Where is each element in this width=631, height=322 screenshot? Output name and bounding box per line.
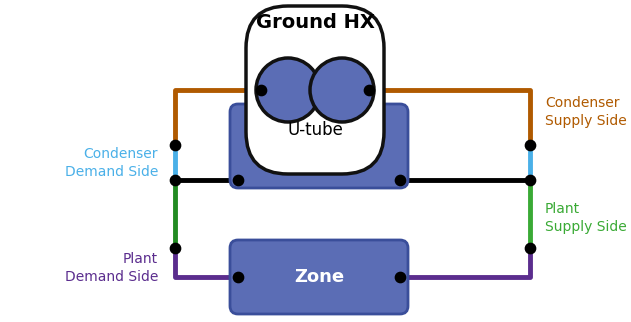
Text: Ground HX: Ground HX — [256, 13, 374, 32]
Circle shape — [256, 58, 320, 122]
FancyBboxPatch shape — [230, 104, 408, 188]
Point — [525, 142, 535, 147]
Point — [395, 177, 405, 183]
Point — [395, 274, 405, 279]
Point — [364, 88, 374, 93]
Text: Heat
Pump: Heat Pump — [290, 126, 348, 166]
Point — [256, 88, 266, 93]
FancyBboxPatch shape — [246, 6, 384, 174]
Text: U-tube: U-tube — [287, 121, 343, 139]
Text: Condenser
Demand Side: Condenser Demand Side — [64, 147, 158, 179]
Text: Plant
Supply Side: Plant Supply Side — [545, 202, 627, 234]
Point — [233, 177, 243, 183]
Point — [170, 142, 180, 147]
Point — [170, 245, 180, 251]
Point — [170, 177, 180, 183]
Text: Zone: Zone — [294, 268, 344, 286]
Circle shape — [310, 58, 374, 122]
FancyBboxPatch shape — [230, 240, 408, 314]
Point — [525, 245, 535, 251]
Point — [233, 274, 243, 279]
Text: Condenser
Supply Side: Condenser Supply Side — [545, 96, 627, 128]
Point — [525, 177, 535, 183]
Text: Plant
Demand Side: Plant Demand Side — [64, 252, 158, 284]
